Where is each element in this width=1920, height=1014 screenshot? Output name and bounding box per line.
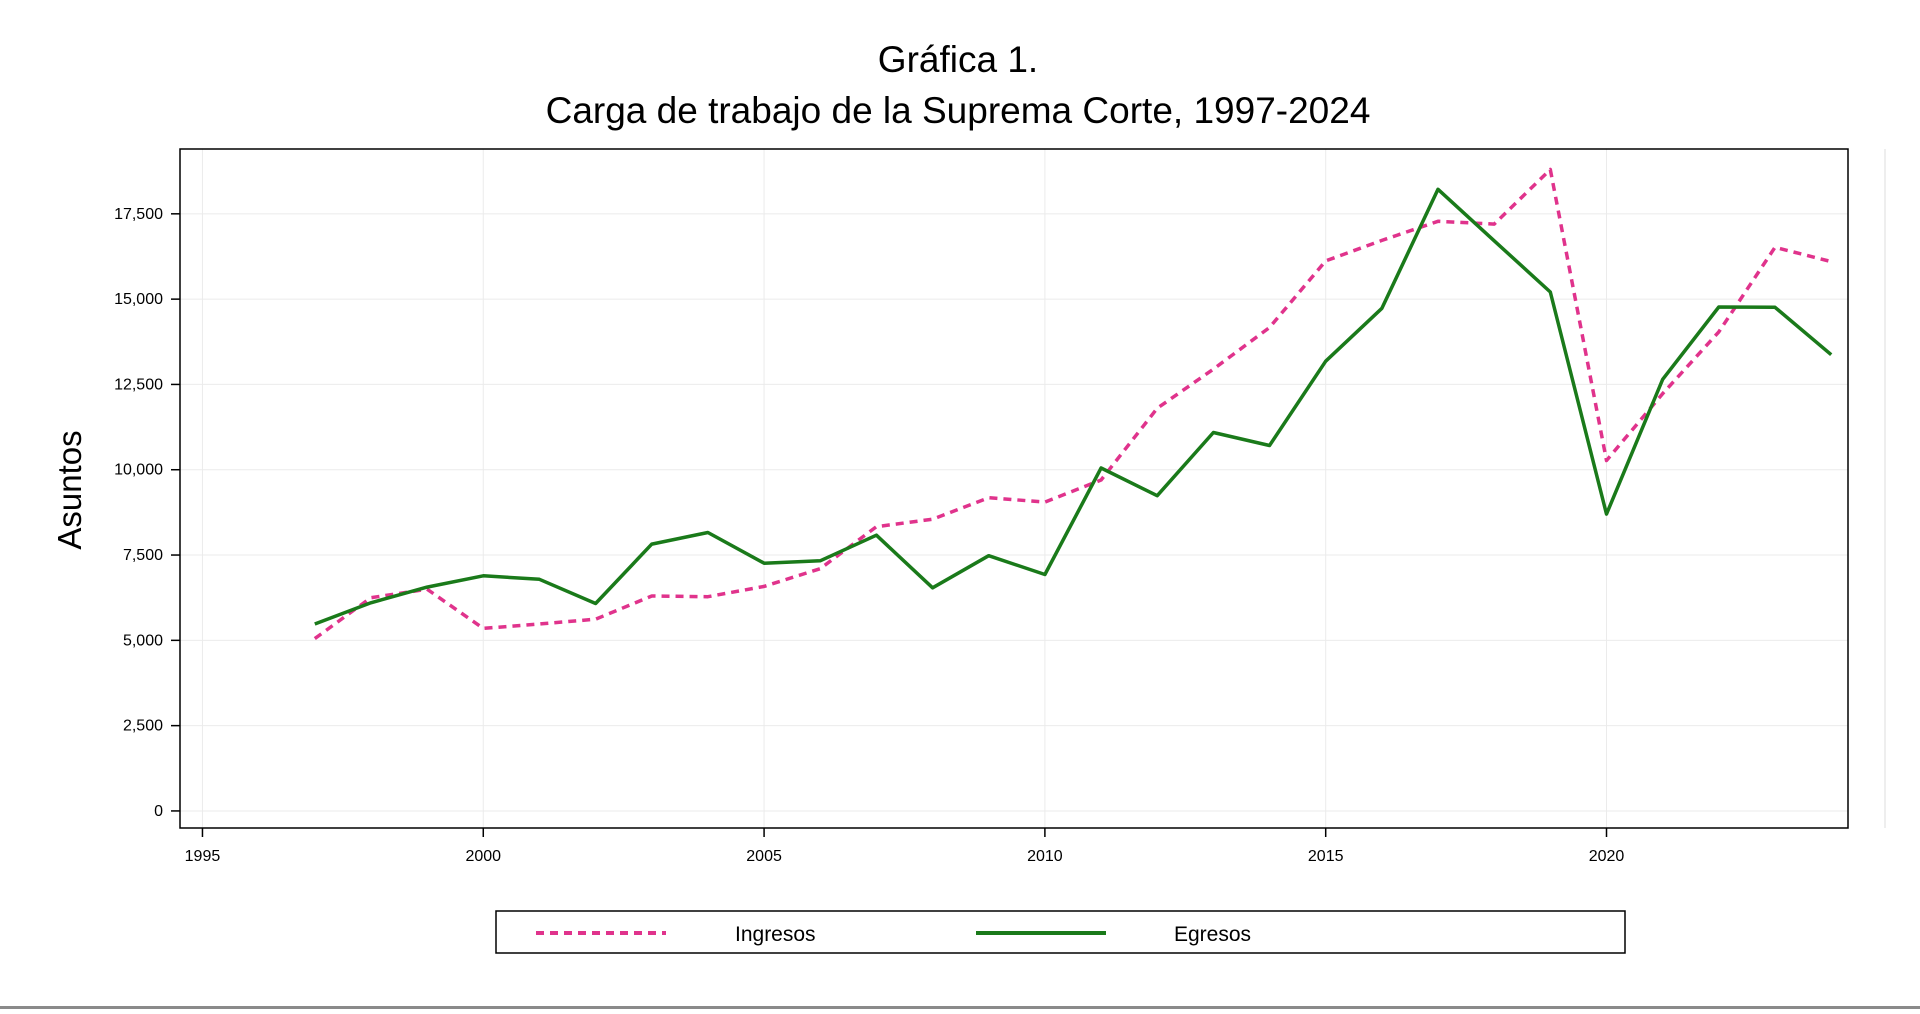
y-tick-label: 15,000 xyxy=(114,291,163,308)
legend-label-ingresos: Ingresos xyxy=(735,923,816,946)
y-tick-label: 17,500 xyxy=(114,206,163,223)
y-tick-label: 5,000 xyxy=(123,632,163,649)
x-tick-label: 2000 xyxy=(465,848,501,865)
y-tick-label: 0 xyxy=(154,803,163,820)
x-tick-label: 2020 xyxy=(1589,848,1625,865)
y-tick-label: 7,500 xyxy=(123,547,163,564)
x-tick-label: 1995 xyxy=(185,848,221,865)
chart-title: Gráfica 1. xyxy=(878,39,1038,80)
series-line-ingresos xyxy=(313,167,1832,641)
bottom-border xyxy=(0,1006,1920,1009)
x-tick-label: 2010 xyxy=(1027,848,1063,865)
y-tick-label: 2,500 xyxy=(123,718,163,735)
legend-label-egresos: Egresos xyxy=(1174,923,1251,946)
y-axis-label: Asuntos xyxy=(51,430,88,549)
x-tick-label: 2015 xyxy=(1308,848,1344,865)
series-line-egresos xyxy=(314,187,1833,626)
y-tick-label: 10,000 xyxy=(114,462,163,479)
series-layer xyxy=(313,167,1833,641)
y-tick-label: 12,500 xyxy=(114,376,163,393)
plot-frame xyxy=(179,148,1849,829)
legend: Ingresos Egresos xyxy=(495,910,1626,954)
chart-subtitle: Carga de trabajo de la Suprema Corte, 19… xyxy=(546,90,1371,131)
x-tick-label: 2005 xyxy=(746,848,782,865)
axes: 0 2,500 5,000 7,500 10,000 12,500 15,000 17,500… xyxy=(114,206,1624,865)
grid-lines xyxy=(180,149,1848,828)
